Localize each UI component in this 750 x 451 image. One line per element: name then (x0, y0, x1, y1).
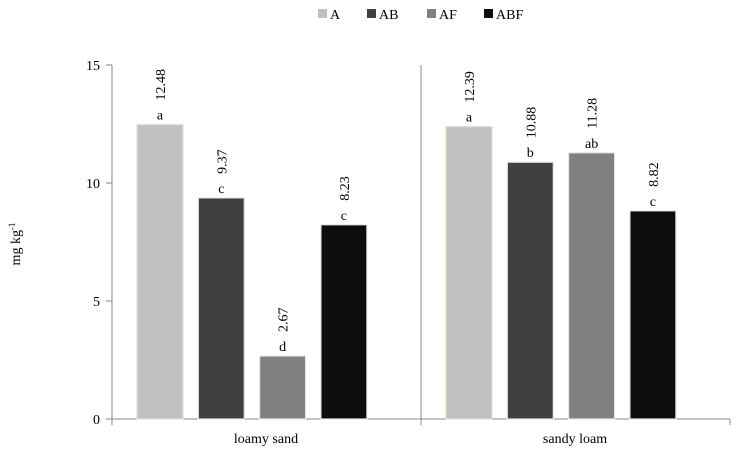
legend-swatch-abf (484, 9, 493, 18)
value-label: 8.23 (338, 176, 353, 201)
significance-letter: a (157, 108, 164, 123)
bar-a-sandy-loam (445, 125, 493, 420)
y-tick-label: 0 (93, 413, 100, 428)
bars (136, 123, 677, 420)
legend: A AB AF ABF (318, 8, 523, 23)
significance-letter: b (527, 146, 534, 161)
value-label: 10.88 (524, 107, 539, 139)
significance-letter: c (341, 209, 347, 224)
bar-af-loamy-sand (259, 355, 307, 420)
value-label: 11.28 (586, 98, 601, 129)
value-label: 12.39 (463, 71, 478, 103)
value-label: 8.82 (647, 162, 662, 187)
y-ticks: 0 5 10 15 (86, 59, 112, 428)
y-axis-label-superscript: -1 (7, 223, 17, 231)
legend-label-af: AF (439, 8, 457, 23)
y-axis-label-main: mg kg (9, 230, 24, 265)
bar-ab-sandy-loam (506, 161, 554, 420)
bar-af-sandy-loam (567, 152, 616, 420)
bar-a-loamy-sand (136, 123, 184, 420)
legend-label-a: A (330, 8, 341, 23)
significance-letter: c (218, 182, 224, 197)
bar-ab-loamy-sand (197, 197, 245, 420)
bar-abf-loamy-sand (320, 224, 368, 420)
legend-label-abf: ABF (496, 8, 523, 23)
x-category-label: sandy loam (543, 432, 607, 447)
legend-swatch-ab (367, 9, 376, 18)
y-tick-label: 5 (93, 295, 100, 310)
significance-letter: d (279, 340, 286, 355)
y-tick-label: 15 (86, 59, 100, 74)
value-label: 9.37 (215, 149, 230, 174)
bar-abf-sandy-loam (629, 210, 677, 420)
significance-letter: a (466, 111, 473, 126)
legend-swatch-af (427, 9, 436, 18)
x-category-labels: loamy sand sandy loam (234, 432, 607, 447)
value-label: 12.48 (154, 69, 169, 101)
data-labels: a 12.48 a 12.39 c 9.37 b 10.88 d 2.67 ab 11.28 c 8.23… (154, 69, 662, 355)
x-category-label: loamy sand (234, 432, 298, 447)
legend-swatch-a (318, 9, 327, 18)
significance-letter: ab (585, 137, 598, 152)
significance-letter: c (650, 195, 656, 210)
legend-label-ab: AB (379, 8, 398, 23)
value-label: 2.67 (277, 307, 292, 332)
y-tick-label: 10 (86, 177, 100, 192)
y-axis-label: mg kg-1 (7, 223, 24, 266)
